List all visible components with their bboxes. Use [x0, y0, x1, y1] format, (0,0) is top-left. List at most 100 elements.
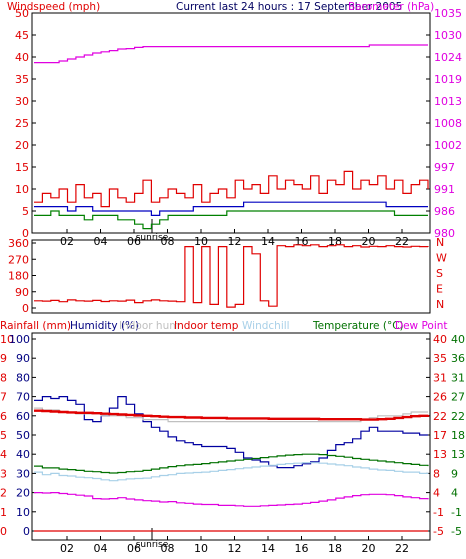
panel3-header-dewpoint: Dew Point — [395, 320, 448, 332]
panel1-left-tick-label: 0 — [22, 227, 29, 240]
panel3-humidity-tick-label: 100 — [9, 333, 30, 346]
panel2-compass-label: E — [436, 283, 443, 296]
panel3-temp-tick-label: -1 — [451, 506, 462, 519]
panel3-series-dew-point — [34, 492, 429, 507]
panel1-right-tick-label: 1008 — [434, 117, 462, 130]
panel3-rain-tick-label: 3 — [0, 467, 7, 480]
panel1-left-tick-label: 50 — [15, 7, 29, 20]
panel3-temp-tick-label: -5 — [451, 525, 462, 538]
panel3-indoor-temp-tick-label: 17 — [433, 429, 447, 442]
panel1-x-tick-label: 04 — [94, 235, 108, 248]
panel1-left-tick-label: 45 — [15, 29, 29, 42]
panel3-frame — [31, 332, 431, 541]
panel3-temp-tick-label: 40 — [451, 333, 465, 346]
panel3-rain-tick-label: 7 — [0, 391, 7, 404]
panel2-left-tick-label: 180 — [8, 270, 29, 283]
panel3-humidity-tick-label: 30 — [16, 467, 30, 480]
panel3-rain-tick-label: 10 — [0, 333, 14, 346]
panel3-sunrise-label: sunrise — [136, 540, 169, 550]
panel3-humidity-tick-label: 40 — [16, 448, 30, 461]
panel3-x-tick-label: 10 — [194, 542, 208, 555]
panel2-series-wind-direction — [34, 244, 429, 308]
panel2-compass-label: N — [436, 298, 444, 311]
panel1-series-windspeed — [34, 170, 429, 208]
panel1-right-tick-label: 1002 — [434, 139, 462, 152]
panel3-x-tick-label: 12 — [228, 542, 242, 555]
panel2-frame — [31, 239, 431, 314]
panel1-series-barometer — [34, 44, 428, 64]
panel2-compass-label: N — [436, 236, 444, 249]
panel3-temp-tick-label: 18 — [451, 429, 465, 442]
panel3-series-humidity — [34, 396, 428, 469]
panel1-header-center: Current last 24 hours : 17 September 200… — [176, 1, 402, 13]
panel3-rain-tick-label: 1 — [0, 506, 7, 519]
panel1-right-tick-label: 986 — [434, 205, 455, 218]
panel1-x-tick-label: 14 — [261, 235, 275, 248]
panel1-left-tick-label: 20 — [15, 139, 29, 152]
panel1-x-tick-label: 08 — [161, 235, 175, 248]
panel3-temp-tick-label: 31 — [451, 371, 465, 384]
panel1-right-tick-label: 1035 — [434, 7, 462, 20]
panel3-humidity-tick-label: 90 — [16, 352, 30, 365]
panel3-indoor-temp-tick-label: 31 — [433, 371, 447, 384]
panel1-right-tick-label: 1019 — [434, 73, 462, 86]
panel1-right-tick-label: 980 — [434, 227, 455, 240]
panel3-humidity-tick-label: 70 — [16, 391, 30, 404]
panel3-temp-tick-label: 22 — [451, 410, 465, 423]
panel3-indoor-temp-tick-label: 35 — [433, 352, 447, 365]
panel3-temp-tick-label: 27 — [451, 391, 465, 404]
panel3-header-rain: Rainfall (mm) — [0, 320, 71, 332]
panel3-header-humidity: Humidity (%) — [70, 320, 139, 332]
panel3-header-indoor-temp: Indoor temp — [174, 320, 239, 332]
panel3-temp-tick-label: 13 — [451, 448, 465, 461]
panel3-header-windchill: Windchill — [242, 320, 290, 332]
panel3-indoor-temp-tick-label: 13 — [433, 448, 447, 461]
panel3-rain-tick-label: 9 — [0, 352, 7, 365]
panel1-header-left: Windspeed (mph) — [7, 1, 100, 13]
panel3-series-windchill — [34, 462, 429, 482]
panel1-x-tick-label: 22 — [395, 235, 409, 248]
panel3-x-tick-label: 20 — [362, 542, 376, 555]
panel3-indoor-temp-tick-label: -1 — [433, 506, 444, 519]
panel3-humidity-tick-label: 60 — [16, 410, 30, 423]
panel3-indoor-temp-tick-label: 26 — [433, 391, 447, 404]
panel3-humidity-tick-label: 80 — [16, 371, 30, 384]
panel2-left-tick-label: 90 — [15, 286, 29, 299]
panel1-left-tick-label: 10 — [15, 183, 29, 196]
panel1-header-right: Barometer (hPa) — [348, 1, 434, 13]
panel1-left-tick-label: 25 — [15, 117, 29, 130]
panel3-x-tick-label: 16 — [295, 542, 309, 555]
panel3-rain-tick-label: 0 — [0, 525, 7, 538]
panel3-temp-tick-label: 4 — [451, 487, 458, 500]
panel3-rain-tick-label: 2 — [0, 487, 7, 500]
panel3-header-indoor-hum: Indoor hum — [119, 320, 179, 332]
panel3-humidity-tick-label: 20 — [16, 487, 30, 500]
panel3-x-tick-label: 14 — [261, 542, 275, 555]
panel1-left-tick-label: 35 — [15, 73, 29, 86]
panel3-temp-tick-label: 36 — [451, 352, 465, 365]
panel3-indoor-temp-tick-label: -5 — [433, 525, 444, 538]
panel1-right-tick-label: 991 — [434, 183, 455, 196]
panel2-left-tick-label: 360 — [8, 237, 29, 250]
panel3-indoor-temp-tick-label: 8 — [433, 467, 440, 480]
panel2-left-tick-label: 0 — [22, 302, 29, 315]
panel1-right-tick-label: 997 — [434, 161, 455, 174]
panel3-indoor-temp-tick-label: 40 — [433, 333, 447, 346]
panel3-humidity-tick-label: 10 — [16, 506, 30, 519]
panel3-indoor-temp-tick-label: 22 — [433, 410, 447, 423]
panel1-right-tick-label: 1024 — [434, 51, 462, 64]
panel3-x-tick-label: 22 — [395, 542, 409, 555]
panel3-x-tick-label: 08 — [161, 542, 175, 555]
panel1-right-tick-label: 1013 — [434, 95, 462, 108]
panel1-left-tick-label: 15 — [15, 161, 29, 174]
panel1-x-tick-label: 10 — [194, 235, 208, 248]
panel3-series-temperature — [34, 453, 429, 474]
panel1-x-tick-label: 06 — [127, 235, 141, 248]
panel1-x-tick-label: 12 — [228, 235, 242, 248]
panel1-right-tick-label: 1030 — [434, 29, 462, 42]
panel1-x-tick-label: 20 — [362, 235, 376, 248]
panel3-x-tick-label: 04 — [94, 542, 108, 555]
panel3-rain-tick-label: 8 — [0, 371, 7, 384]
panel1-sunrise-label: sunrise — [136, 233, 169, 243]
